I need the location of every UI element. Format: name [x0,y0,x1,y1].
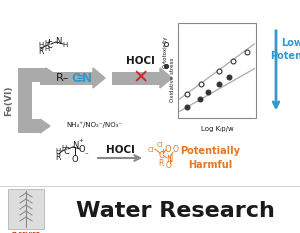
Text: N: N [82,72,92,85]
Text: Cl: Cl [148,147,154,153]
Text: H: H [44,40,50,46]
Text: R: R [55,153,61,161]
Text: Water Research: Water Research [76,201,274,221]
Text: H: H [38,42,43,48]
Polygon shape [160,68,172,88]
Text: Cl: Cl [157,142,164,148]
Polygon shape [40,119,50,133]
Text: HOCl: HOCl [126,56,154,66]
Text: R: R [38,48,44,56]
Text: C: C [63,147,69,155]
Text: +: + [79,138,83,144]
Text: Cytotoxicity: Cytotoxicity [163,35,167,68]
Text: Fe(VI): Fe(VI) [4,85,14,116]
Bar [40,72,93,85]
Bar [18,119,40,133]
Text: N: N [55,37,61,45]
Text: C: C [158,151,164,160]
Text: O: O [79,145,85,154]
Text: –: – [169,151,173,157]
Polygon shape [46,68,56,82]
Text: H: H [44,46,50,52]
Text: –: – [84,150,88,156]
Text: HOCl: HOCl [106,145,134,155]
Text: N: N [72,140,78,150]
Text: Low
Potency: Low Potency [270,38,300,61]
Bar [18,68,32,133]
Text: O: O [166,161,172,171]
Text: H: H [62,42,68,48]
Text: H: H [61,145,67,151]
Text: Oxidative stress: Oxidative stress [170,58,175,102]
Text: R–: R– [56,73,70,83]
Polygon shape [93,68,105,88]
Text: Potentially
Harmful: Potentially Harmful [180,146,240,170]
Text: ✕: ✕ [133,69,149,88]
Text: ≡: ≡ [76,72,86,85]
Text: O: O [165,145,171,154]
Text: H: H [56,148,61,154]
Bar [112,72,160,85]
Bar [18,68,46,82]
Text: C: C [46,41,52,51]
Text: Log Kₗp/w: Log Kₗp/w [201,126,233,132]
Bar [178,23,256,118]
Text: C: C [72,72,80,85]
Text: ELSEVIER: ELSEVIER [11,232,40,233]
Text: NH₄⁺/NO₂⁻/NO₃⁻: NH₄⁺/NO₂⁻/NO₃⁻ [66,122,122,128]
Text: N: N [166,154,172,164]
Bar [8,189,44,229]
Text: O: O [173,145,179,154]
Text: O: O [72,154,78,164]
Text: R: R [158,158,164,168]
